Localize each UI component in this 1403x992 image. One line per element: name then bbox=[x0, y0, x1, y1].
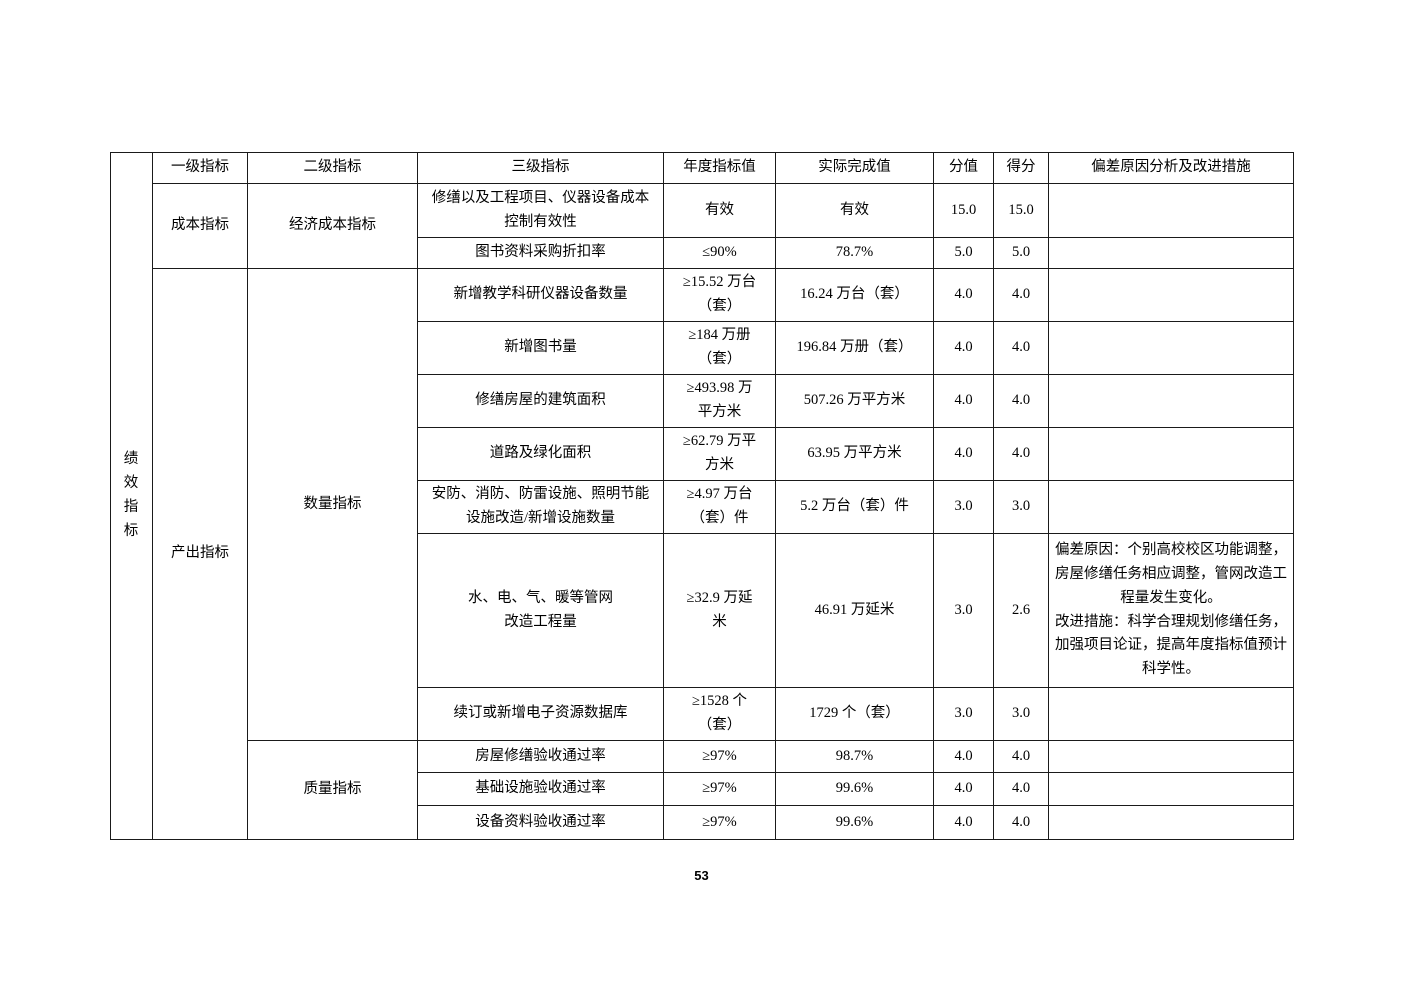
level3-cell: 续订或新增电子资源数据库 bbox=[417, 687, 664, 741]
level3-cell: 设备资料验收通过率 bbox=[417, 805, 664, 840]
level2-cell: 质量指标 bbox=[247, 740, 418, 840]
deviation-cell bbox=[1048, 183, 1294, 238]
actual-cell: 78.7% bbox=[775, 237, 934, 269]
score-value-cell: 4.0 bbox=[933, 427, 994, 481]
target-cell: ≥184 万册 （套） bbox=[663, 321, 776, 375]
actual-cell: 16.24 万台（套） bbox=[775, 268, 934, 322]
level3-cell: 安防、消防、防雷设施、照明节能 设施改造/新增设施数量 bbox=[417, 480, 664, 534]
target-cell: ≥493.98 万 平方米 bbox=[663, 374, 776, 428]
level3-cell: 新增图书量 bbox=[417, 321, 664, 375]
target-cell: ≥4.97 万台 （套）件 bbox=[663, 480, 776, 534]
deviation-cell bbox=[1048, 268, 1294, 322]
score-value-cell: 4.0 bbox=[933, 374, 994, 428]
table-row: 成本指标 经济成本指标 修缮以及工程项目、仪器设备成本 控制有效性 有效 有效 … bbox=[111, 183, 1294, 269]
score-earned-cell: 3.0 bbox=[993, 687, 1049, 741]
target-cell: ≥15.52 万台 （套） bbox=[663, 268, 776, 322]
table-row: 续订或新增电子资源数据库 ≥1528 个 （套） 1729 个（套） 3.0 3… bbox=[111, 687, 1294, 741]
target-cell: ≥97% bbox=[663, 805, 776, 840]
score-earned-cell: 5.0 bbox=[993, 237, 1049, 269]
level3-cell: 图书资料采购折扣率 bbox=[417, 237, 664, 269]
score-value-cell: 15.0 bbox=[933, 183, 994, 238]
actual-cell: 99.6% bbox=[775, 805, 934, 840]
table-row: 质量指标 房屋修缮验收通过率 ≥97% 98.7% 4.0 4.0 bbox=[111, 740, 1294, 840]
level3-cell: 新增教学科研仪器设备数量 bbox=[417, 268, 664, 322]
header-score-earned: 得分 bbox=[993, 152, 1049, 184]
deviation-cell bbox=[1048, 687, 1294, 741]
actual-cell: 5.2 万台（套）件 bbox=[775, 480, 934, 534]
target-cell: ≥97% bbox=[663, 772, 776, 806]
actual-cell: 196.84 万册（套） bbox=[775, 321, 934, 375]
score-earned-cell: 4.0 bbox=[993, 740, 1049, 773]
target-cell: ≥97% bbox=[663, 740, 776, 773]
score-earned-cell: 4.0 bbox=[993, 321, 1049, 375]
deviation-cell bbox=[1048, 321, 1294, 375]
actual-cell: 98.7% bbox=[775, 740, 934, 773]
deviation-cell bbox=[1048, 480, 1294, 534]
deviation-cell bbox=[1048, 772, 1294, 806]
score-earned-cell: 4.0 bbox=[993, 374, 1049, 428]
page-number: 53 bbox=[694, 868, 709, 883]
header-level1-indicator: 一级指标 bbox=[152, 152, 248, 184]
actual-cell: 507.26 万平方米 bbox=[775, 374, 934, 428]
level3-cell: 修缮以及工程项目、仪器设备成本 控制有效性 bbox=[417, 183, 664, 238]
deviation-cell bbox=[1048, 237, 1294, 269]
deviation-cell bbox=[1048, 740, 1294, 773]
table-header-row: 绩 效 指 标 一级指标 二级指标 三级指标 年度指标值 实际完成值 分值 得分… bbox=[110, 152, 1294, 840]
level3-cell: 房屋修缮验收通过率 bbox=[417, 740, 664, 773]
score-value-cell: 3.0 bbox=[933, 533, 994, 688]
actual-cell: 99.6% bbox=[775, 772, 934, 806]
table-row: 图书资料采购折扣率 ≤90% 78.7% 5.0 5.0 bbox=[111, 237, 1294, 269]
deviation-cell: 偏差原因：个别高校校区功能调整，房屋修缮任务相应调整，管网改造工程量发生变化。 … bbox=[1048, 533, 1294, 688]
deviation-cell bbox=[1048, 427, 1294, 481]
table-row: 设备资料验收通过率 ≥97% 99.6% 4.0 4.0 bbox=[111, 805, 1294, 840]
header-level3-indicator: 三级指标 bbox=[417, 152, 664, 184]
score-value-cell: 4.0 bbox=[933, 772, 994, 806]
actual-cell: 1729 个（套） bbox=[775, 687, 934, 741]
score-value-cell: 5.0 bbox=[933, 237, 994, 269]
table-row: 安防、消防、防雷设施、照明节能 设施改造/新增设施数量 ≥4.97 万台 （套）… bbox=[111, 480, 1294, 534]
score-earned-cell: 2.6 bbox=[993, 533, 1049, 688]
score-earned-cell: 4.0 bbox=[993, 268, 1049, 322]
score-earned-cell: 4.0 bbox=[993, 427, 1049, 481]
actual-cell: 46.91 万延米 bbox=[775, 533, 934, 688]
table-row: 产出指标 数量指标 新增教学科研仪器设备数量 ≥15.52 万台 （套） 16.… bbox=[111, 268, 1294, 840]
score-earned-cell: 15.0 bbox=[993, 183, 1049, 238]
level2-cell: 数量指标 bbox=[247, 268, 418, 741]
score-value-cell: 4.0 bbox=[933, 740, 994, 773]
row-group-label-performance-indicators: 绩 效 指 标 bbox=[110, 152, 153, 840]
target-cell: ≥32.9 万延 米 bbox=[663, 533, 776, 688]
level3-cell: 水、电、气、暖等管网 改造工程量 bbox=[417, 533, 664, 688]
target-cell: ≤90% bbox=[663, 237, 776, 269]
deviation-cell bbox=[1048, 805, 1294, 840]
score-earned-cell: 3.0 bbox=[993, 480, 1049, 534]
level3-cell: 修缮房屋的建筑面积 bbox=[417, 374, 664, 428]
level2-cell: 经济成本指标 bbox=[247, 183, 418, 269]
score-earned-cell: 4.0 bbox=[993, 772, 1049, 806]
score-value-cell: 3.0 bbox=[933, 687, 994, 741]
level3-cell: 基础设施验收通过率 bbox=[417, 772, 664, 806]
target-cell: ≥62.79 万平 方米 bbox=[663, 427, 776, 481]
target-cell: 有效 bbox=[663, 183, 776, 238]
deviation-cell bbox=[1048, 374, 1294, 428]
performance-indicator-table: 绩 效 指 标 一级指标 二级指标 三级指标 年度指标值 实际完成值 分值 得分… bbox=[110, 152, 1294, 840]
score-value-cell: 4.0 bbox=[933, 268, 994, 322]
score-value-cell: 4.0 bbox=[933, 805, 994, 840]
header-annual-target: 年度指标值 bbox=[663, 152, 776, 184]
table-row: 水、电、气、暖等管网 改造工程量 ≥32.9 万延 米 46.91 万延米 3.… bbox=[111, 533, 1294, 688]
score-value-cell: 4.0 bbox=[933, 321, 994, 375]
header-level2-indicator: 二级指标 bbox=[247, 152, 418, 184]
header-actual-completion: 实际完成值 bbox=[775, 152, 934, 184]
header-score-value: 分值 bbox=[933, 152, 994, 184]
level3-cell: 道路及绿化面积 bbox=[417, 427, 664, 481]
header-deviation-analysis: 偏差原因分析及改进措施 bbox=[1048, 152, 1294, 184]
table-row: 修缮房屋的建筑面积 ≥493.98 万 平方米 507.26 万平方米 4.0 … bbox=[111, 374, 1294, 428]
target-cell: ≥1528 个 （套） bbox=[663, 687, 776, 741]
actual-cell: 63.95 万平方米 bbox=[775, 427, 934, 481]
level1-cell: 成本指标 bbox=[152, 183, 248, 269]
score-earned-cell: 4.0 bbox=[993, 805, 1049, 840]
score-value-cell: 3.0 bbox=[933, 480, 994, 534]
level1-cell: 产出指标 bbox=[152, 268, 248, 840]
actual-cell: 有效 bbox=[775, 183, 934, 238]
